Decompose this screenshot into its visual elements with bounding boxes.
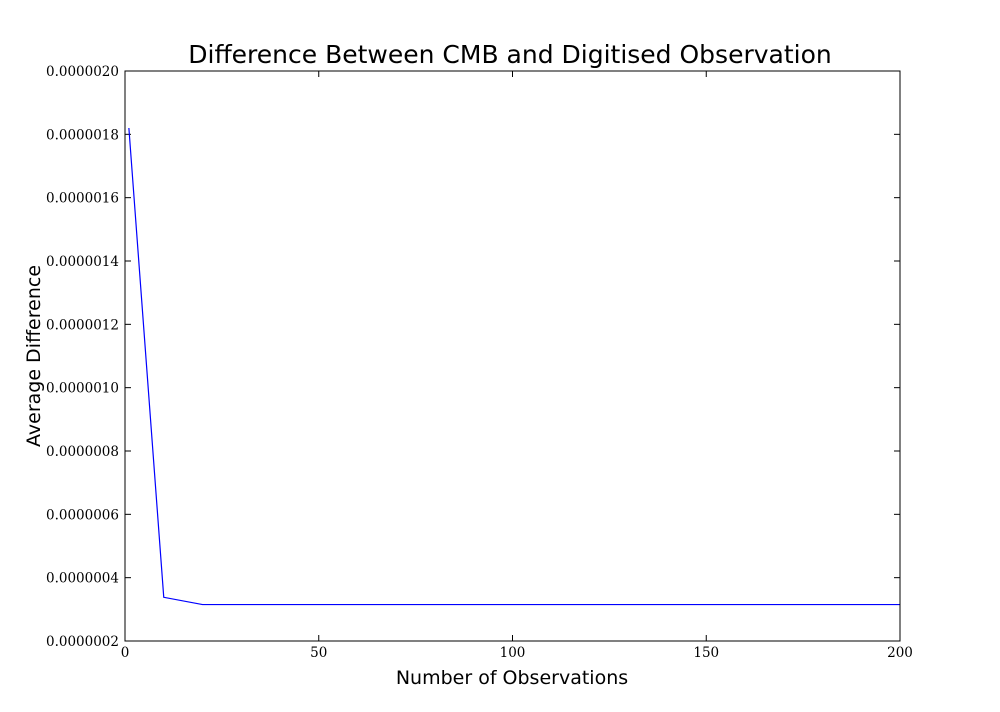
- y-tick-label: 0.0000006: [46, 507, 119, 523]
- x-tick-label: 200: [887, 645, 913, 661]
- tick-labels: 0 50 100 150 200 0.0000002 0.0000004 0.0000006 0…: [46, 64, 913, 661]
- y-tick-label: 0.0000002: [46, 634, 119, 650]
- series-line: [128, 127, 900, 606]
- x-tick-label: 0: [121, 645, 130, 661]
- x-tick-label: 150: [693, 645, 719, 661]
- x-tick-label: 100: [500, 645, 526, 661]
- y-axis-label: Average Difference: [23, 265, 45, 447]
- y-tick-label: 0.0000016: [46, 191, 119, 207]
- y-tick-label: 0.0000018: [46, 127, 119, 143]
- y-tick-label: 0.0000012: [46, 317, 119, 333]
- plot-frame: [124, 70, 901, 642]
- x-axis-label: Number of Observations: [396, 667, 628, 689]
- y-tick-label: 0.0000014: [46, 254, 119, 270]
- chart-title: Difference Between CMB and Digitised Obs…: [188, 40, 831, 69]
- y-tick-label: 0.0000004: [46, 571, 119, 587]
- x-tick-label: 50: [310, 645, 327, 661]
- y-tick-label: 0.0000020: [46, 64, 119, 80]
- y-tick-label: 0.0000010: [46, 381, 119, 397]
- y-tick-label: 0.0000008: [46, 444, 119, 460]
- axis-ticks: [124, 70, 901, 642]
